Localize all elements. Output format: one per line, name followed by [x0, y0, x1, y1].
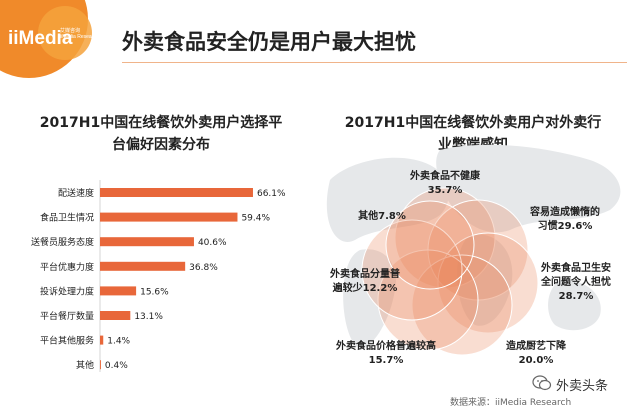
venn-label-unhealthy: 外卖食品不健康 35.7% — [400, 170, 490, 198]
venn-label-other: 其他7.8% — [352, 210, 412, 224]
map-landmass-4 — [548, 279, 601, 331]
bar — [100, 335, 104, 345]
venn-label-line2-wrap: 遍较少12.2% — [320, 282, 410, 296]
logo-accent-circle — [38, 6, 92, 60]
page-title: 外卖食品安全仍是用户最大担忧 — [122, 30, 416, 54]
map-landmass-0 — [326, 157, 449, 242]
venn-label-value: 20.0% — [518, 355, 554, 366]
venn-circle-3 — [411, 254, 513, 356]
bar — [100, 286, 137, 296]
bar-value-label: 0.4% — [105, 361, 128, 371]
venn-label-text: 容易造成懒惰的 — [530, 207, 600, 218]
venn-chart-title-line1: 2017H1中国在线餐饮外卖用户对外卖行 — [344, 115, 602, 131]
bar — [100, 261, 186, 271]
venn-label-value: 35.7% — [427, 185, 463, 196]
bar-category-label: 送餐员服务态度 — [31, 236, 94, 248]
logo-text: iiMedia — [8, 28, 73, 49]
venn-label-price: 外卖食品价格普遍较高 15.7% — [318, 340, 454, 368]
bar-value-label: 59.4% — [241, 214, 270, 224]
data-source: 数据来源：iiMedia Research — [450, 398, 572, 408]
bar-chart-title: 2017H1中国在线餐饮外卖用户选择平 台偏好因素分布 — [10, 112, 312, 156]
bar — [100, 212, 238, 222]
map-landmass-2 — [343, 249, 396, 350]
bar — [100, 311, 131, 320]
bar-category-label: 配送速度 — [58, 187, 94, 199]
venn-label-value: 28.7% — [558, 291, 594, 302]
bar-chart-title-line2: 台偏好因素分布 — [112, 137, 210, 153]
map-landmass-1 — [436, 144, 621, 233]
venn-label-text: 其他 — [358, 211, 379, 222]
bar-category-label: 其他 — [76, 359, 94, 371]
venn-label-text2: 全问题令人担忧 — [541, 277, 611, 288]
venn-label-cooking-skill: 造成厨艺下降 20.0% — [490, 340, 582, 368]
venn-circle-5 — [361, 219, 463, 321]
header-divider — [122, 62, 627, 63]
bar-value-label: 40.6% — [198, 238, 227, 248]
venn-label-text2: 遍较少 — [332, 283, 363, 294]
bar — [100, 237, 194, 247]
bar-value-label: 1.4% — [107, 337, 130, 347]
bar-chart: 配送速度 66.1% 食品卫生情况 59.4% 送餐员服务态度 40.6% 平台优惠力度 36… — [31, 180, 286, 372]
venn-label-value: 12.2% — [362, 283, 398, 294]
venn-label-text: 外卖食品不健康 — [410, 171, 480, 182]
map-landmass-3 — [457, 234, 513, 326]
world-map-background — [326, 144, 621, 350]
bar-category-label: 平台其他服务 — [40, 335, 94, 347]
brand-name: 外卖头条 — [556, 379, 609, 394]
venn-label-text: 造成厨艺下降 — [506, 341, 566, 352]
logo-sub-line1: 艾媒咨询 — [60, 28, 81, 34]
bar-category-label: 食品卫生情况 — [40, 212, 94, 224]
venn-circles — [361, 187, 539, 356]
venn-label-text: 外卖食品价格普遍较高 — [336, 341, 436, 352]
bar-chart-title-line1: 2017H1中国在线餐饮外卖用户选择平 — [39, 115, 283, 131]
venn-label-hygiene: 外卖食品卫生安 全问题令人担忧 28.7% — [528, 262, 624, 304]
bar-value-label: 36.8% — [189, 263, 218, 273]
logo-subtext: 艾媒咨询 iiMedia Research — [60, 28, 99, 40]
bar-category-label: 平台餐厅数量 — [40, 310, 94, 322]
bar-value-label: 13.1% — [134, 312, 163, 322]
venn-label-lazy-habit: 容易造成懒惰的 习惯29.6% — [515, 206, 615, 234]
venn-label-value: 15.7% — [368, 355, 404, 366]
logo-sub-line2: iiMedia Research — [60, 34, 99, 40]
bar-value-label: 66.1% — [257, 189, 286, 199]
venn-label-text: 外卖食品卫生安 — [541, 263, 611, 274]
venn-label-text2: 习惯 — [537, 221, 558, 232]
venn-label-text: 外卖食品分量普 — [330, 269, 400, 280]
venn-circle-2 — [437, 232, 539, 334]
venn-label-portion: 外卖食品分量普 遍较少12.2% — [320, 268, 410, 296]
bar — [100, 188, 253, 197]
venn-label-line2-wrap: 习惯29.6% — [515, 220, 615, 234]
venn-circle-4 — [377, 249, 479, 351]
venn-label-value: 7.8% — [378, 211, 406, 222]
wechat-icon — [532, 375, 552, 391]
bar-category-label: 投诉处理力度 — [40, 285, 94, 297]
venn-circle-6 — [385, 200, 475, 290]
venn-label-value: 29.6% — [557, 221, 593, 232]
bar — [100, 360, 101, 370]
bar-category-label: 平台优惠力度 — [40, 261, 94, 273]
bar-value-label: 15.6% — [140, 287, 169, 297]
